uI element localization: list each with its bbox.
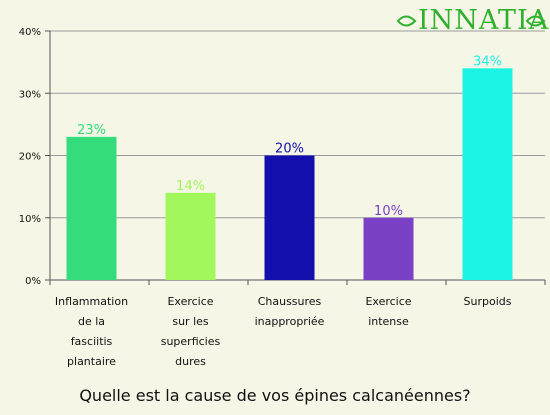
data-label: 10%	[374, 204, 403, 219]
x-tick-label: sur les	[172, 315, 209, 328]
data-label: 20%	[275, 142, 304, 157]
y-tick-label: 10%	[19, 214, 41, 225]
chart-title: Quelle est la cause de vos épines calcan…	[79, 386, 471, 405]
bar	[264, 155, 315, 280]
x-tick-label: Surpoids	[464, 295, 512, 308]
x-tick-label: intense	[368, 315, 409, 328]
data-label: 34%	[473, 54, 502, 69]
x-tick-label: Inflammation	[55, 295, 128, 308]
data-label: 14%	[176, 179, 205, 194]
bar	[165, 192, 216, 280]
x-tick-label: fasciitis	[71, 335, 113, 348]
data-label: 23%	[77, 123, 106, 138]
logo-leaf-icon	[396, 15, 546, 27]
logo-text: INNATIA	[418, 5, 550, 36]
x-tick-label: Chaussures	[258, 295, 322, 308]
x-tick-label: Exercice	[365, 295, 411, 308]
x-tick-label: plantaire	[67, 355, 116, 368]
y-tick-label: 0%	[25, 276, 41, 287]
bar	[66, 136, 117, 280]
x-tick-label: Exercice	[167, 295, 213, 308]
bar	[363, 217, 414, 280]
y-tick-label: 40%	[19, 27, 41, 38]
y-tick-label: 30%	[19, 89, 41, 100]
innatia-logo: INNATIA	[396, 4, 550, 38]
x-tick-label: de la	[78, 315, 105, 328]
bar	[462, 68, 513, 280]
x-tick-label: dures	[175, 355, 206, 368]
x-tick-label: superficies	[161, 335, 221, 348]
x-tick-label: inappropriée	[255, 315, 325, 328]
y-tick-label: 20%	[19, 152, 41, 163]
